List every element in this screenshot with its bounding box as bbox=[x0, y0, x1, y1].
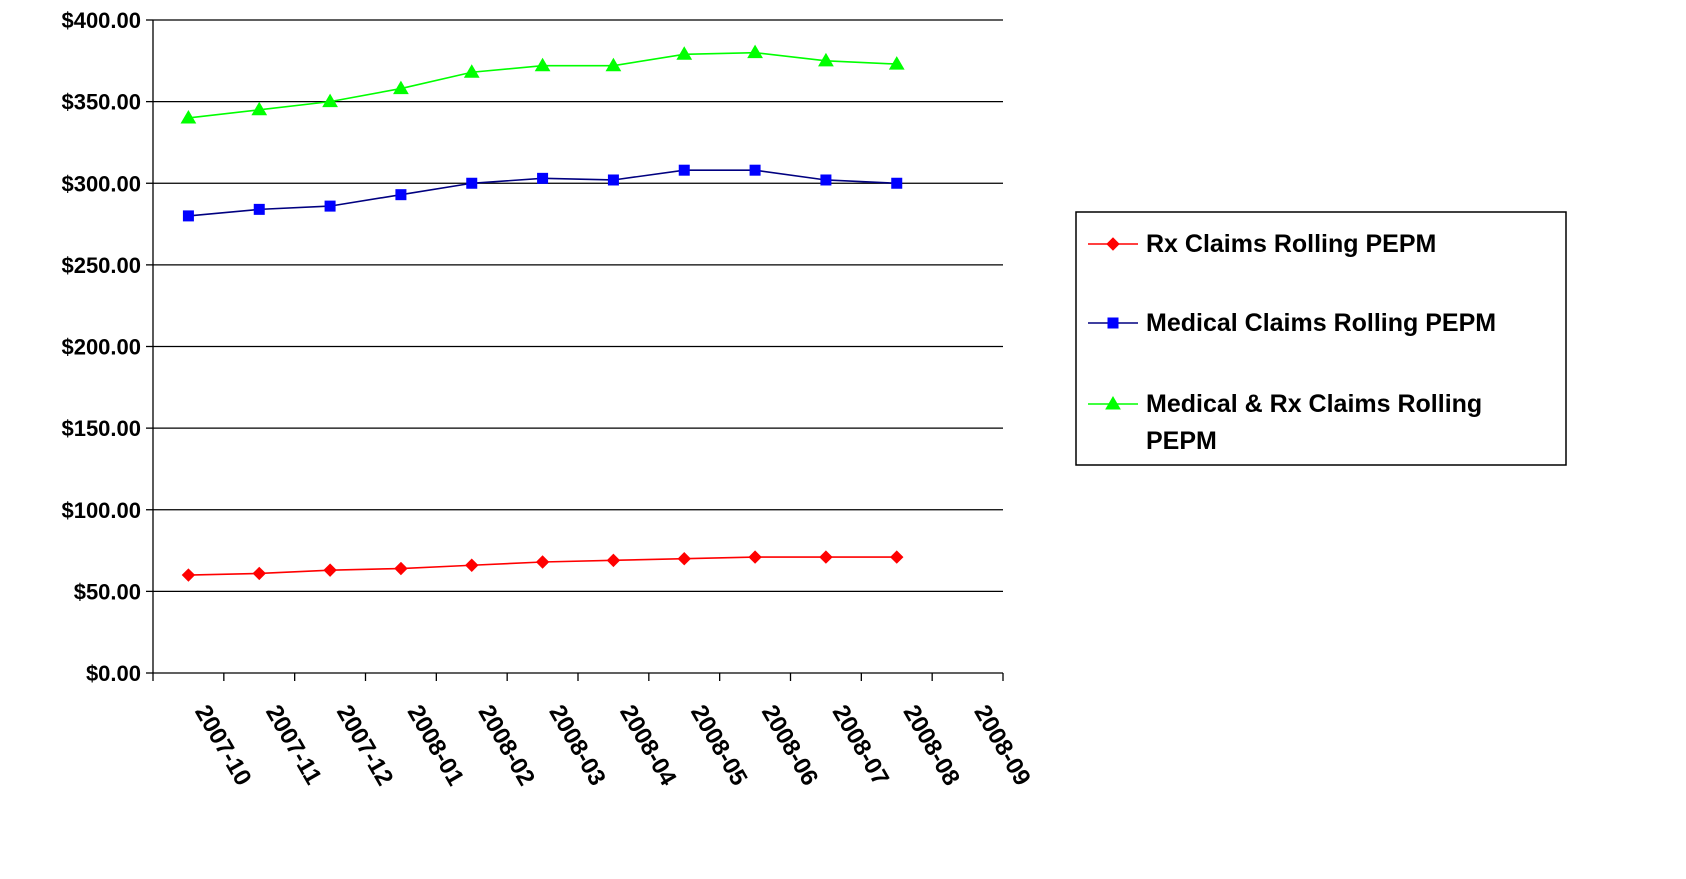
x-tick-label: 2008-09 bbox=[968, 701, 1035, 791]
y-tick-label: $200.00 bbox=[61, 335, 141, 360]
y-tick-label: $400.00 bbox=[61, 8, 141, 33]
diamond-marker bbox=[748, 550, 762, 564]
square-marker bbox=[395, 189, 407, 201]
triangle-marker bbox=[180, 109, 197, 124]
square-marker bbox=[678, 164, 690, 176]
diamond-marker bbox=[465, 558, 479, 572]
square-marker bbox=[537, 172, 549, 184]
square-marker bbox=[466, 177, 478, 189]
legend-label-cont: PEPM bbox=[1146, 427, 1217, 455]
x-tick-label: 2008-07 bbox=[827, 701, 894, 791]
diamond-marker bbox=[1106, 237, 1120, 251]
x-tick-label: 2008-05 bbox=[685, 701, 752, 791]
y-tick-label: $100.00 bbox=[61, 498, 141, 523]
diamond-marker bbox=[819, 550, 833, 564]
x-tick-label: 2007-11 bbox=[260, 701, 327, 790]
square-marker bbox=[1107, 317, 1119, 329]
square-marker bbox=[324, 200, 336, 212]
series-1 bbox=[181, 550, 904, 582]
y-tick-label: $350.00 bbox=[61, 90, 141, 115]
diamond-marker bbox=[606, 553, 621, 568]
legend-box bbox=[1075, 211, 1567, 466]
triangle-marker bbox=[534, 57, 551, 72]
legend-label: Rx Claims Rolling PEPM bbox=[1146, 230, 1436, 258]
y-tick-label: $150.00 bbox=[61, 416, 141, 441]
x-tick-label: 2008-04 bbox=[614, 701, 682, 791]
diamond-marker bbox=[394, 561, 408, 576]
diamond-marker bbox=[890, 550, 904, 564]
legend-entry: Medical & Rx Claims Rolling PEPM bbox=[1088, 390, 1482, 455]
square-marker bbox=[253, 203, 265, 215]
gridlines bbox=[153, 19, 1003, 593]
triangle-marker bbox=[676, 46, 693, 60]
diamond-marker bbox=[677, 552, 691, 566]
y-tick-label: $300.00 bbox=[61, 171, 141, 196]
series-3 bbox=[180, 44, 905, 124]
triangle-marker bbox=[888, 56, 905, 70]
triangle-marker bbox=[393, 80, 409, 95]
triangle-marker bbox=[322, 93, 338, 108]
triangle-marker bbox=[463, 64, 480, 78]
x-tick-label: 2007-12 bbox=[331, 701, 398, 791]
square-marker bbox=[891, 177, 903, 189]
legend-entry: Rx Claims Rolling PEPM bbox=[1088, 230, 1436, 258]
square-marker bbox=[749, 164, 761, 176]
square-marker bbox=[820, 174, 832, 186]
triangle-marker bbox=[251, 101, 268, 116]
x-tick-label: 2008-01 bbox=[402, 701, 469, 791]
square-marker bbox=[182, 210, 194, 222]
triangle-marker bbox=[818, 52, 834, 67]
axes: $0.00 $50.00 $100.00 $150.00 $200.00 $250.00 $… bbox=[61, 8, 1035, 791]
x-tick-label: 2007-10 bbox=[189, 701, 256, 791]
diamond-marker bbox=[252, 566, 266, 581]
legend-label: Medical & Rx Claims Rolling bbox=[1146, 390, 1482, 418]
series-2 bbox=[182, 164, 903, 222]
x-tick-label: 2008-06 bbox=[756, 701, 823, 791]
x-tick-label: 2008-02 bbox=[473, 701, 540, 791]
y-tick-label: $250.00 bbox=[61, 253, 141, 278]
legend-entry: Medical Claims Rolling PEPM bbox=[1088, 309, 1496, 337]
triangle-marker bbox=[747, 44, 763, 59]
y-tick-label: $50.00 bbox=[74, 579, 141, 604]
triangle-marker bbox=[1105, 396, 1121, 410]
series-group bbox=[180, 44, 905, 582]
legend: Rx Claims Rolling PEPM Medical Claims Rol… bbox=[1075, 211, 1567, 466]
legend-label: Medical Claims Rolling PEPM bbox=[1146, 309, 1496, 337]
diamond-marker bbox=[323, 563, 337, 577]
x-tick-label: 2008-03 bbox=[543, 701, 610, 791]
triangle-marker bbox=[605, 57, 622, 72]
diamond-marker bbox=[181, 568, 196, 582]
square-marker bbox=[607, 174, 619, 186]
x-tick-label: 2008-08 bbox=[898, 701, 965, 791]
y-tick-label: $0.00 bbox=[86, 661, 141, 686]
diamond-marker bbox=[535, 555, 550, 569]
